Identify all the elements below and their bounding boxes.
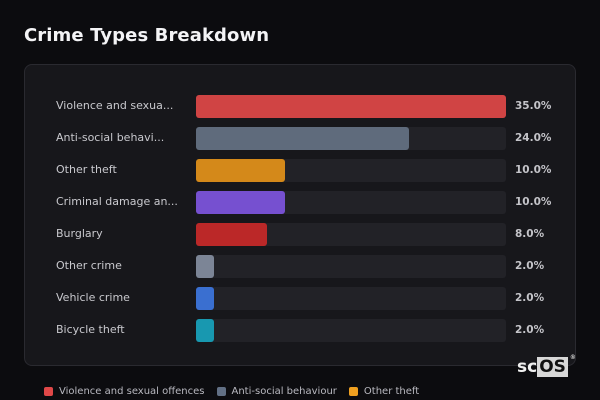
bar-fill <box>196 127 409 150</box>
bar-track <box>196 95 506 118</box>
bar-row[interactable]: Other theft 10.0% <box>25 159 575 183</box>
legend-label: Anti-social behaviour <box>231 386 337 397</box>
legend-item[interactable]: Violence and sexual offences <box>44 386 205 397</box>
bar-fill <box>196 319 214 342</box>
legend-label: Other theft <box>363 386 420 397</box>
bar-fill <box>196 159 285 182</box>
bar-row[interactable]: Other crime 2.0% <box>25 255 575 279</box>
bar-fill <box>196 95 506 118</box>
legend-swatch-icon <box>44 387 53 396</box>
bar-row[interactable]: Anti-social behavi... 24.0% <box>25 127 575 151</box>
bar-track <box>196 223 506 246</box>
page-title: Crime Types Breakdown <box>24 25 270 46</box>
bar-label: Anti-social behavi... <box>56 131 165 144</box>
legend-swatch-icon <box>216 387 226 396</box>
bar-value: 2.0% <box>515 260 545 272</box>
bar-fill <box>196 287 214 310</box>
bar-track <box>196 127 506 150</box>
bar-label: Violence and sexua... <box>56 99 174 112</box>
bar-track <box>196 159 506 182</box>
logo-prefix: sc <box>517 357 538 377</box>
bar-label: Other crime <box>56 259 122 272</box>
bar-track <box>196 319 506 342</box>
bar-track <box>196 287 506 310</box>
bar-label: Vehicle crime <box>56 291 130 304</box>
bar-value: 24.0% <box>515 132 552 144</box>
bar-fill <box>196 191 285 214</box>
bar-value: 10.0% <box>515 164 552 176</box>
bar-value: 2.0% <box>515 292 545 304</box>
bar-row[interactable]: Violence and sexua... 35.0% <box>25 95 575 119</box>
bar-value: 2.0% <box>515 324 545 336</box>
bar-value: 10.0% <box>515 196 552 208</box>
chart-card: Violence and sexua... 35.0% Anti-social … <box>24 64 576 366</box>
logo-boxed: OS <box>537 357 568 377</box>
bar-label: Criminal damage an... <box>56 195 178 208</box>
legend-item[interactable]: Other theft <box>348 386 420 397</box>
bar-row[interactable]: Criminal damage an... 10.0% <box>25 191 575 215</box>
bar-fill <box>196 255 214 278</box>
bar-label: Bicycle theft <box>56 323 125 336</box>
registered-icon: ® <box>569 354 576 361</box>
watermark-logo: sc OS ® <box>517 354 576 377</box>
bar-fill <box>196 223 267 246</box>
bar-label: Other theft <box>56 163 117 176</box>
bar-value: 35.0% <box>515 100 552 112</box>
bar-row[interactable]: Burglary 8.0% <box>25 223 575 247</box>
bar-label: Burglary <box>56 227 103 240</box>
bar-row[interactable]: Bicycle theft 2.0% <box>25 319 575 343</box>
bar-track <box>196 255 506 278</box>
chart-legend: Violence and sexual offences Anti-social… <box>44 386 419 397</box>
legend-swatch-icon <box>348 387 358 396</box>
bar-row[interactable]: Vehicle crime 2.0% <box>25 287 575 311</box>
bar-value: 8.0% <box>515 228 545 240</box>
bar-track <box>196 191 506 214</box>
legend-label: Violence and sexual offences <box>59 386 205 397</box>
legend-item[interactable]: Anti-social behaviour <box>216 386 337 397</box>
